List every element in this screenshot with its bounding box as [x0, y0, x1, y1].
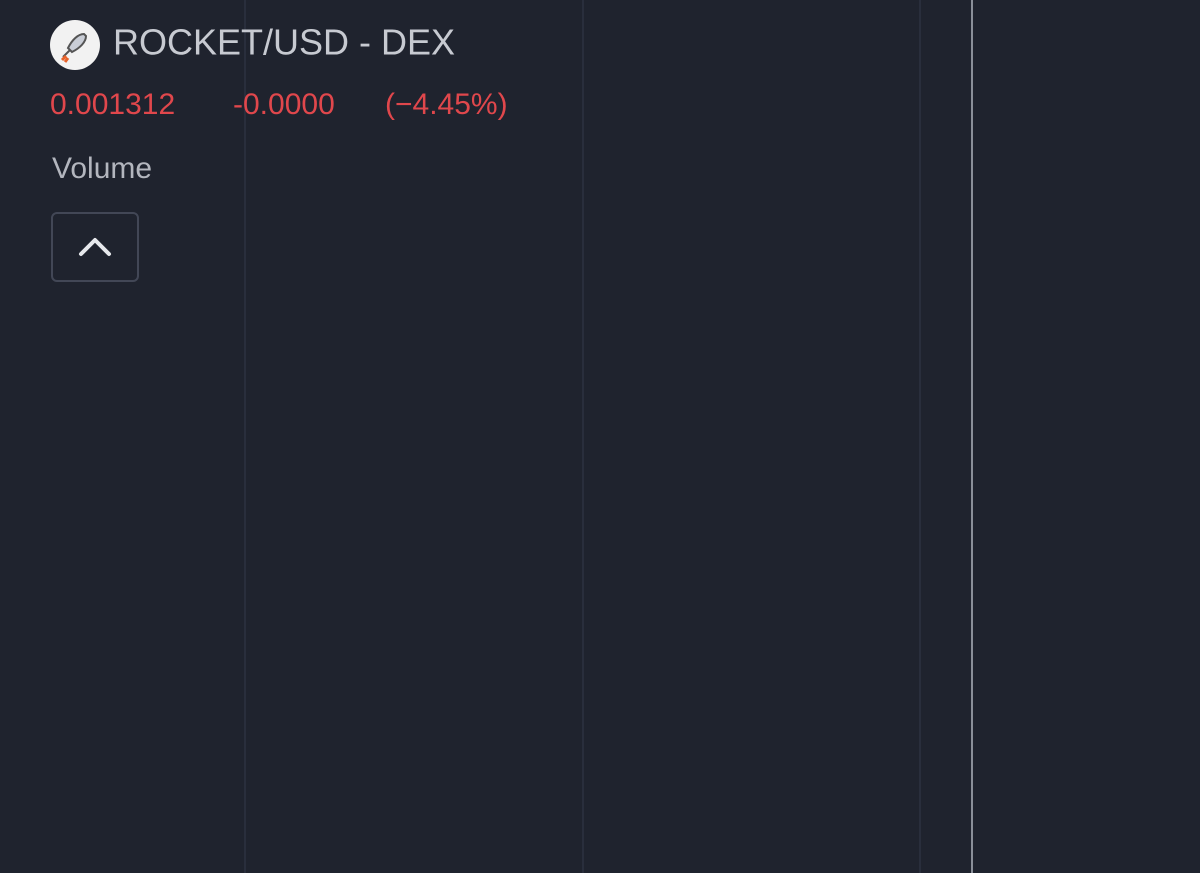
chevron-up: [79, 238, 111, 256]
last-price: 0.001312: [50, 88, 175, 121]
price-change: -0.0000: [233, 88, 335, 121]
price-change-percent: (−4.45%): [385, 88, 508, 121]
collapse-button[interactable]: [51, 212, 139, 282]
rocket-flame: [60, 54, 70, 63]
symbol-title: ROCKET/USD - DEX: [113, 22, 455, 63]
time-grid: [244, 0, 921, 873]
indicator-label: Volume: [52, 152, 152, 185]
